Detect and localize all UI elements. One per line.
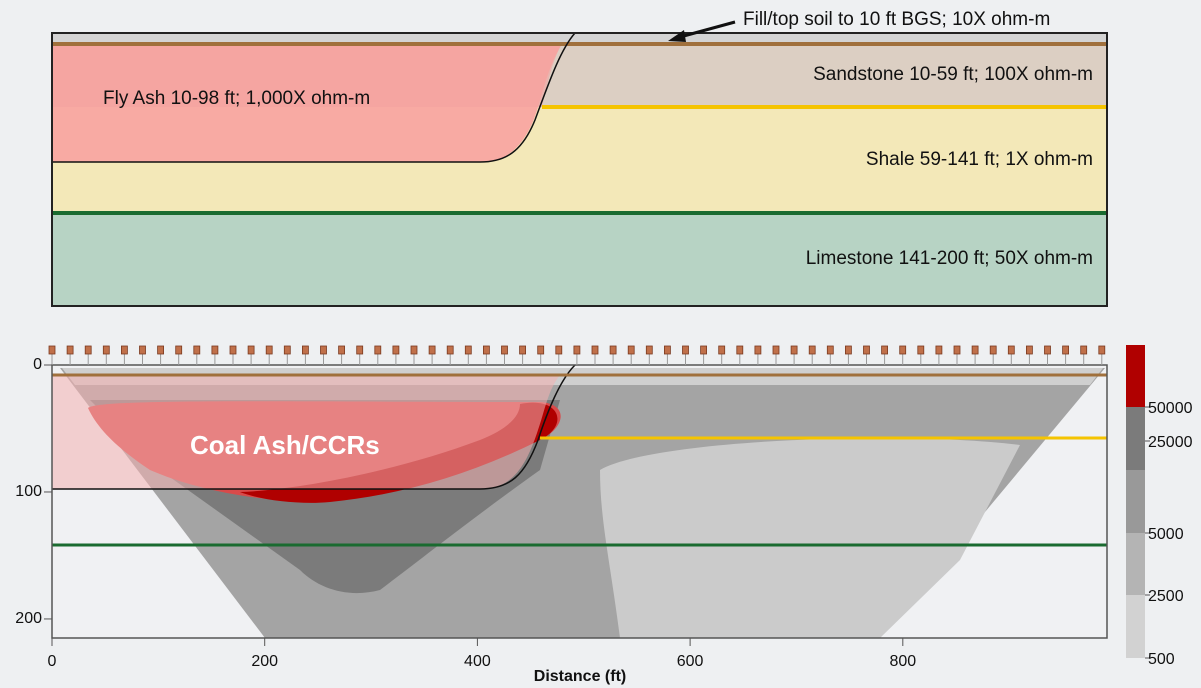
electrode <box>900 346 906 354</box>
electrode <box>411 346 417 354</box>
x-tick-label: 0 <box>48 653 57 670</box>
colorbar-label: 25000 <box>1148 434 1193 451</box>
electrode <box>1081 346 1087 354</box>
electrode <box>284 346 290 354</box>
colorbar-segment <box>1126 470 1145 533</box>
electrode <box>1063 346 1069 354</box>
electrode <box>140 346 146 354</box>
electrode <box>465 346 471 354</box>
model-panel: Fill/top soil to 10 ft BGS; 10X ohm-m Sa… <box>52 9 1107 306</box>
electrode <box>755 346 761 354</box>
colorbar-label: 2500 <box>1148 588 1184 605</box>
electrode <box>321 346 327 354</box>
electrode <box>49 346 55 354</box>
electrode <box>664 346 670 354</box>
y-tick-label: 100 <box>15 483 42 500</box>
x-axis-title: Distance (ft) <box>534 668 626 685</box>
y-tick-label: 0 <box>33 356 42 373</box>
electrode <box>701 346 707 354</box>
electrode <box>845 346 851 354</box>
colorbar-label: 500 <box>1148 651 1175 668</box>
colorbar-segment <box>1126 345 1145 407</box>
electrode <box>502 346 508 354</box>
electrode <box>357 346 363 354</box>
colorbar-label: 50000 <box>1148 400 1193 417</box>
y-tick-label: 200 <box>15 610 42 627</box>
electrode <box>574 346 580 354</box>
electrode <box>809 346 815 354</box>
electrode <box>936 346 942 354</box>
electrode <box>483 346 489 354</box>
electrode <box>447 346 453 354</box>
electrode <box>393 346 399 354</box>
electrode <box>230 346 236 354</box>
x-tick-label: 200 <box>251 653 278 670</box>
electrode <box>972 346 978 354</box>
electrode <box>429 346 435 354</box>
layer-label: Shale 59-141 ft; 1X ohm-m <box>866 149 1093 170</box>
electrode <box>628 346 634 354</box>
electrode <box>1026 346 1032 354</box>
x-tick-label: 400 <box>464 653 491 670</box>
figure: Fill/top soil to 10 ft BGS; 10X ohm-m Sa… <box>0 0 1201 688</box>
electrode <box>302 346 308 354</box>
colorbar: 50000 25000 5000 2500 500 <box>1126 345 1193 668</box>
electrode <box>1099 346 1105 354</box>
electrode <box>538 346 544 354</box>
electrode <box>158 346 164 354</box>
electrode <box>592 346 598 354</box>
annotation: Fill/top soil to 10 ft BGS; 10X ohm-m <box>743 9 1050 30</box>
layer-label: Fly Ash 10-98 ft; 1,000X ohm-m <box>103 88 370 109</box>
electrode <box>1008 346 1014 354</box>
electrode <box>339 346 345 354</box>
electrode <box>791 346 797 354</box>
colorbar-label: 5000 <box>1148 526 1184 543</box>
electrode <box>990 346 996 354</box>
electrode <box>194 346 200 354</box>
electrode <box>248 346 254 354</box>
layer-label: Sandstone 10-59 ft; 100X ohm-m <box>813 64 1093 85</box>
electrode <box>954 346 960 354</box>
electrode <box>918 346 924 354</box>
electrode <box>121 346 127 354</box>
layer-label: Limestone 141-200 ft; 50X ohm-m <box>806 248 1093 269</box>
electrode <box>1045 346 1051 354</box>
electrode <box>683 346 689 354</box>
electrode <box>719 346 725 354</box>
electrode <box>773 346 779 354</box>
colorbar-segment <box>1126 533 1145 595</box>
electrode <box>67 346 73 354</box>
electrode <box>610 346 616 354</box>
electrode <box>375 346 381 354</box>
x-tick-label: 600 <box>677 653 704 670</box>
electrode <box>85 346 91 354</box>
electrode <box>882 346 888 354</box>
colorbar-segment <box>1126 407 1145 470</box>
electrode <box>520 346 526 354</box>
electrode <box>556 346 562 354</box>
electrode <box>176 346 182 354</box>
electrode <box>103 346 109 354</box>
electrode <box>212 346 218 354</box>
x-tick-label: 800 <box>889 653 916 670</box>
electrode <box>266 346 272 354</box>
electrode <box>827 346 833 354</box>
electrode <box>864 346 870 354</box>
anomaly-label: Coal Ash/CCRs <box>190 430 380 460</box>
colorbar-segment <box>1126 595 1145 658</box>
electrode <box>737 346 743 354</box>
section-panel: Coal Ash/CCRs Distance (ft) <box>52 365 1107 685</box>
electrode <box>646 346 652 354</box>
